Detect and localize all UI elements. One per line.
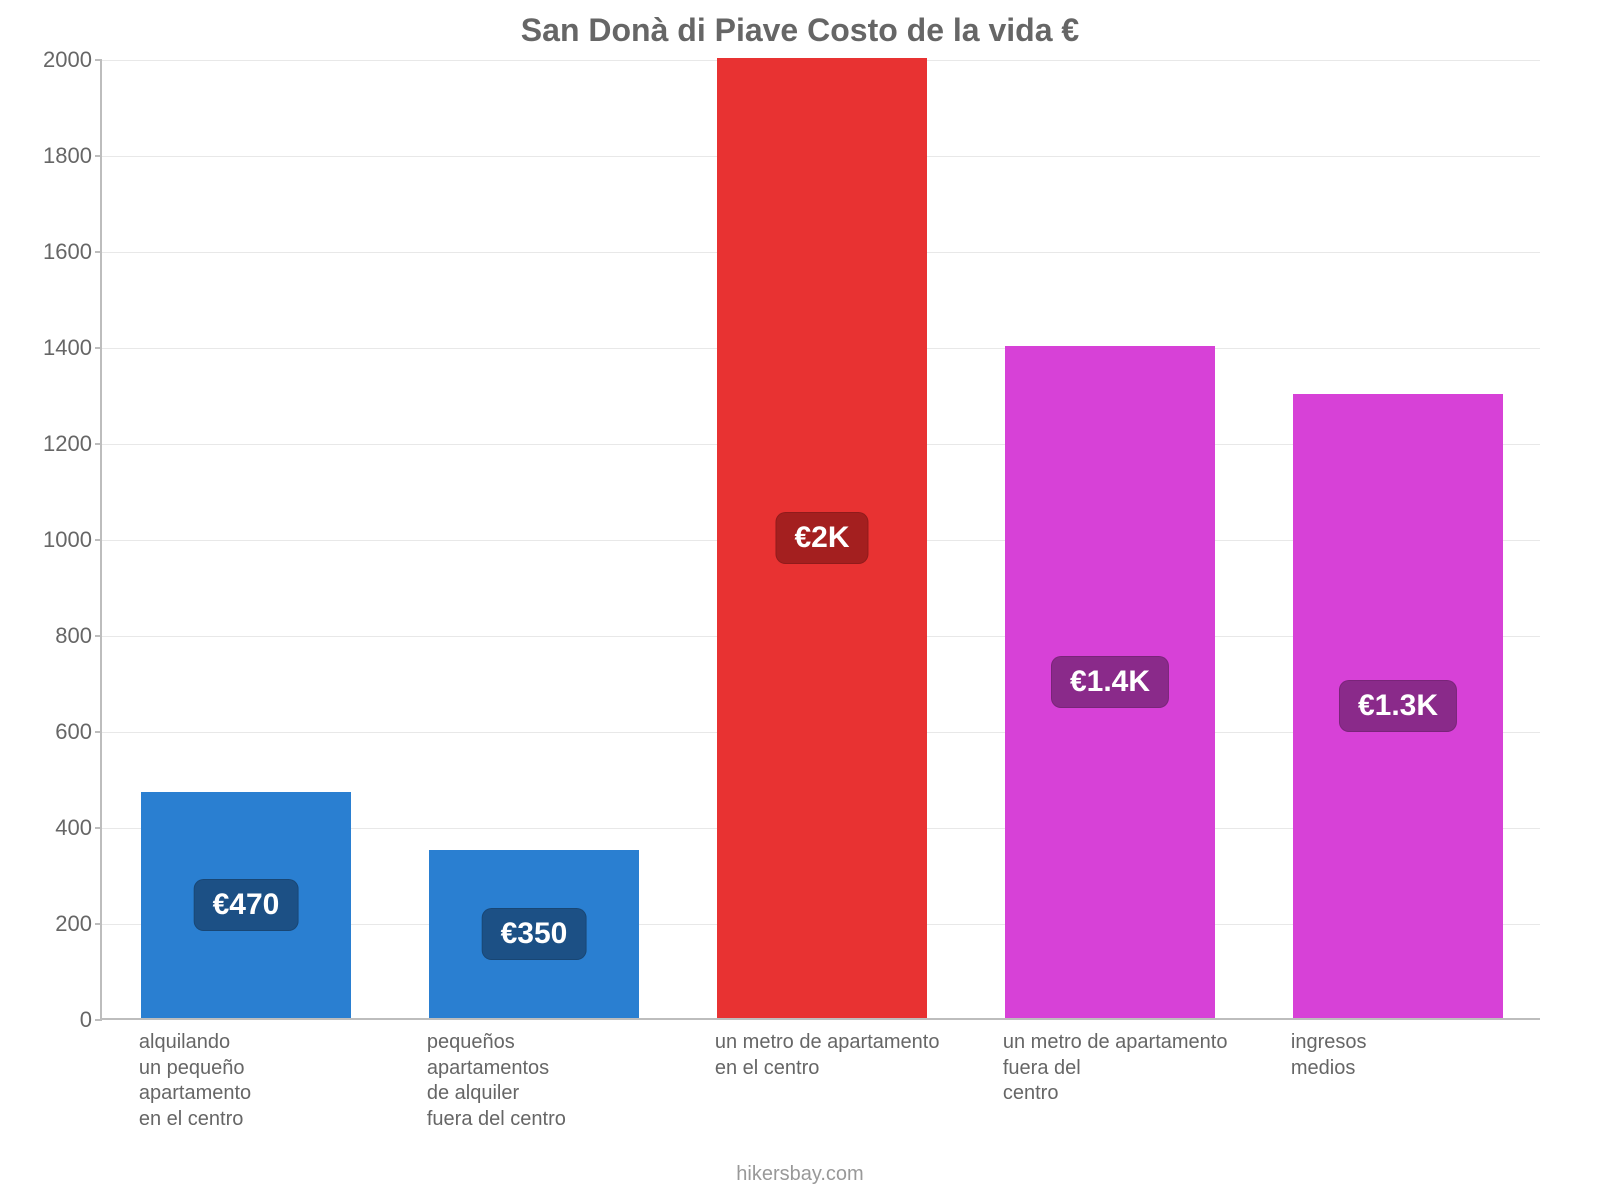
y-tick-label: 1400 <box>43 335 92 361</box>
y-tick-label: 2000 <box>43 47 92 73</box>
bar-value-badge: €1.3K <box>1339 680 1457 732</box>
y-tick-mark <box>95 443 102 445</box>
y-tick-label: 200 <box>55 911 92 937</box>
y-tick-mark <box>95 1019 102 1021</box>
x-axis-label: alquilando un pequeño apartamento en el … <box>139 1030 251 1132</box>
y-tick-mark <box>95 635 102 637</box>
bar: €2K <box>717 58 927 1018</box>
bar-value-badge: €350 <box>482 908 587 960</box>
bar: €1.4K <box>1005 346 1215 1018</box>
y-tick-mark <box>95 155 102 157</box>
chart-footer: hikersbay.com <box>0 1163 1600 1186</box>
cost-of-living-chart: San Donà di Piave Costo de la vida € 020… <box>0 0 1600 1200</box>
y-tick-mark <box>95 347 102 349</box>
x-axis-label: un metro de apartamento en el centro <box>715 1030 940 1081</box>
bar: €470 <box>141 792 351 1018</box>
y-tick-label: 800 <box>55 623 92 649</box>
y-tick-mark <box>95 539 102 541</box>
bar: €350 <box>429 850 639 1018</box>
y-tick-label: 0 <box>80 1007 92 1033</box>
y-tick-label: 1200 <box>43 431 92 457</box>
y-tick-mark <box>95 59 102 61</box>
x-axis-label: ingresos medios <box>1291 1030 1367 1081</box>
y-tick-label: 1000 <box>43 527 92 553</box>
y-tick-label: 1600 <box>43 239 92 265</box>
y-tick-mark <box>95 827 102 829</box>
y-tick-mark <box>95 251 102 253</box>
chart-title: San Donà di Piave Costo de la vida € <box>0 12 1600 49</box>
y-tick-label: 400 <box>55 815 92 841</box>
bar-value-badge: €2K <box>775 512 868 564</box>
x-axis-labels: alquilando un pequeño apartamento en el … <box>100 1030 1540 1170</box>
plot-area: 0200400600800100012001400160018002000€47… <box>100 60 1540 1020</box>
x-axis-label: pequeños apartamentos de alquiler fuera … <box>427 1030 566 1132</box>
x-axis-label: un metro de apartamento fuera del centro <box>1003 1030 1228 1107</box>
bar-value-badge: €1.4K <box>1051 656 1169 708</box>
y-tick-mark <box>95 731 102 733</box>
bar-value-badge: €470 <box>194 879 299 931</box>
y-tick-label: 1800 <box>43 143 92 169</box>
y-tick-label: 600 <box>55 719 92 745</box>
y-tick-mark <box>95 923 102 925</box>
bar: €1.3K <box>1293 394 1503 1018</box>
